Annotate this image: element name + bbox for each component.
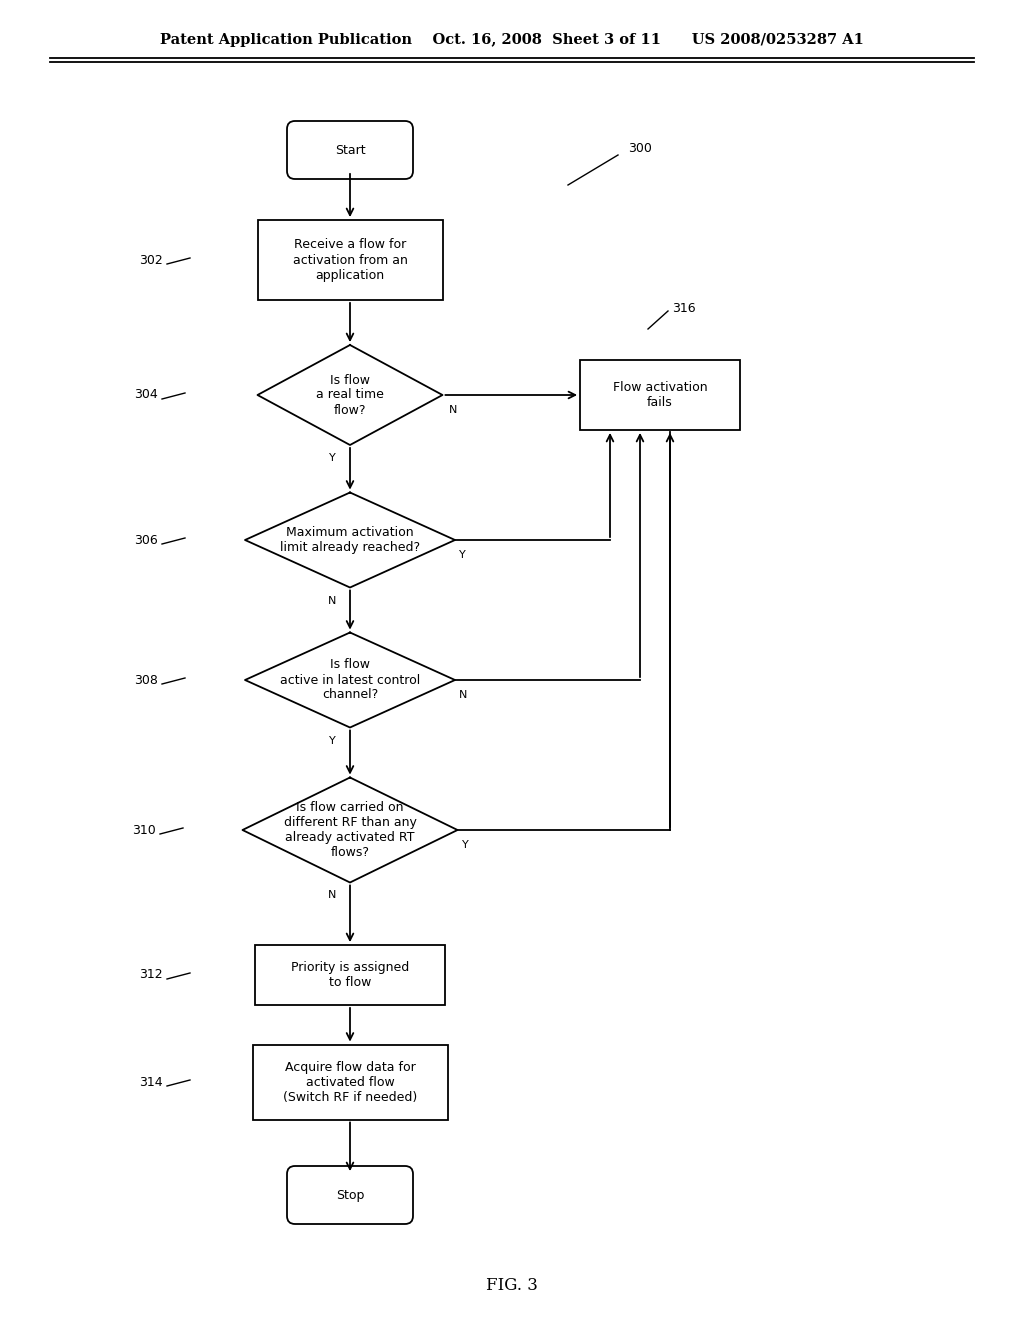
Text: Y: Y xyxy=(459,550,466,560)
Text: Acquire flow data for
activated flow
(Switch RF if needed): Acquire flow data for activated flow (Sw… xyxy=(283,1060,417,1104)
Text: Receive a flow for
activation from an
application: Receive a flow for activation from an ap… xyxy=(293,239,408,281)
Text: 304: 304 xyxy=(134,388,158,401)
Text: FIG. 3: FIG. 3 xyxy=(486,1276,538,1294)
Bar xyxy=(255,945,445,1005)
Text: 312: 312 xyxy=(139,969,163,982)
Bar xyxy=(580,360,740,430)
Bar xyxy=(253,1044,447,1119)
Text: 316: 316 xyxy=(672,301,695,314)
Bar xyxy=(257,220,442,300)
Text: N: N xyxy=(328,891,336,900)
Text: Y: Y xyxy=(330,453,336,463)
Text: N: N xyxy=(328,595,336,606)
Text: Patent Application Publication    Oct. 16, 2008  Sheet 3 of 11      US 2008/0253: Patent Application Publication Oct. 16, … xyxy=(160,33,864,48)
Text: Y: Y xyxy=(330,735,336,746)
Text: Flow activation
fails: Flow activation fails xyxy=(612,381,708,409)
Text: Y: Y xyxy=(462,840,468,850)
Text: 306: 306 xyxy=(134,533,158,546)
Text: 302: 302 xyxy=(139,253,163,267)
FancyBboxPatch shape xyxy=(287,121,413,180)
Text: Maximum activation
limit already reached?: Maximum activation limit already reached… xyxy=(280,525,420,554)
Text: 314: 314 xyxy=(139,1076,163,1089)
FancyBboxPatch shape xyxy=(287,1166,413,1224)
Text: 308: 308 xyxy=(134,673,158,686)
Text: Start: Start xyxy=(335,144,366,157)
Text: Stop: Stop xyxy=(336,1188,365,1201)
Text: 310: 310 xyxy=(132,824,156,837)
Text: Is flow
a real time
flow?: Is flow a real time flow? xyxy=(316,374,384,417)
Text: 300: 300 xyxy=(628,141,652,154)
Text: Is flow carried on
different RF than any
already activated RT
flows?: Is flow carried on different RF than any… xyxy=(284,801,417,859)
Text: Is flow
active in latest control
channel?: Is flow active in latest control channel… xyxy=(280,659,420,701)
Text: N: N xyxy=(449,405,457,414)
Text: N: N xyxy=(459,690,467,700)
Text: Priority is assigned
to flow: Priority is assigned to flow xyxy=(291,961,410,989)
